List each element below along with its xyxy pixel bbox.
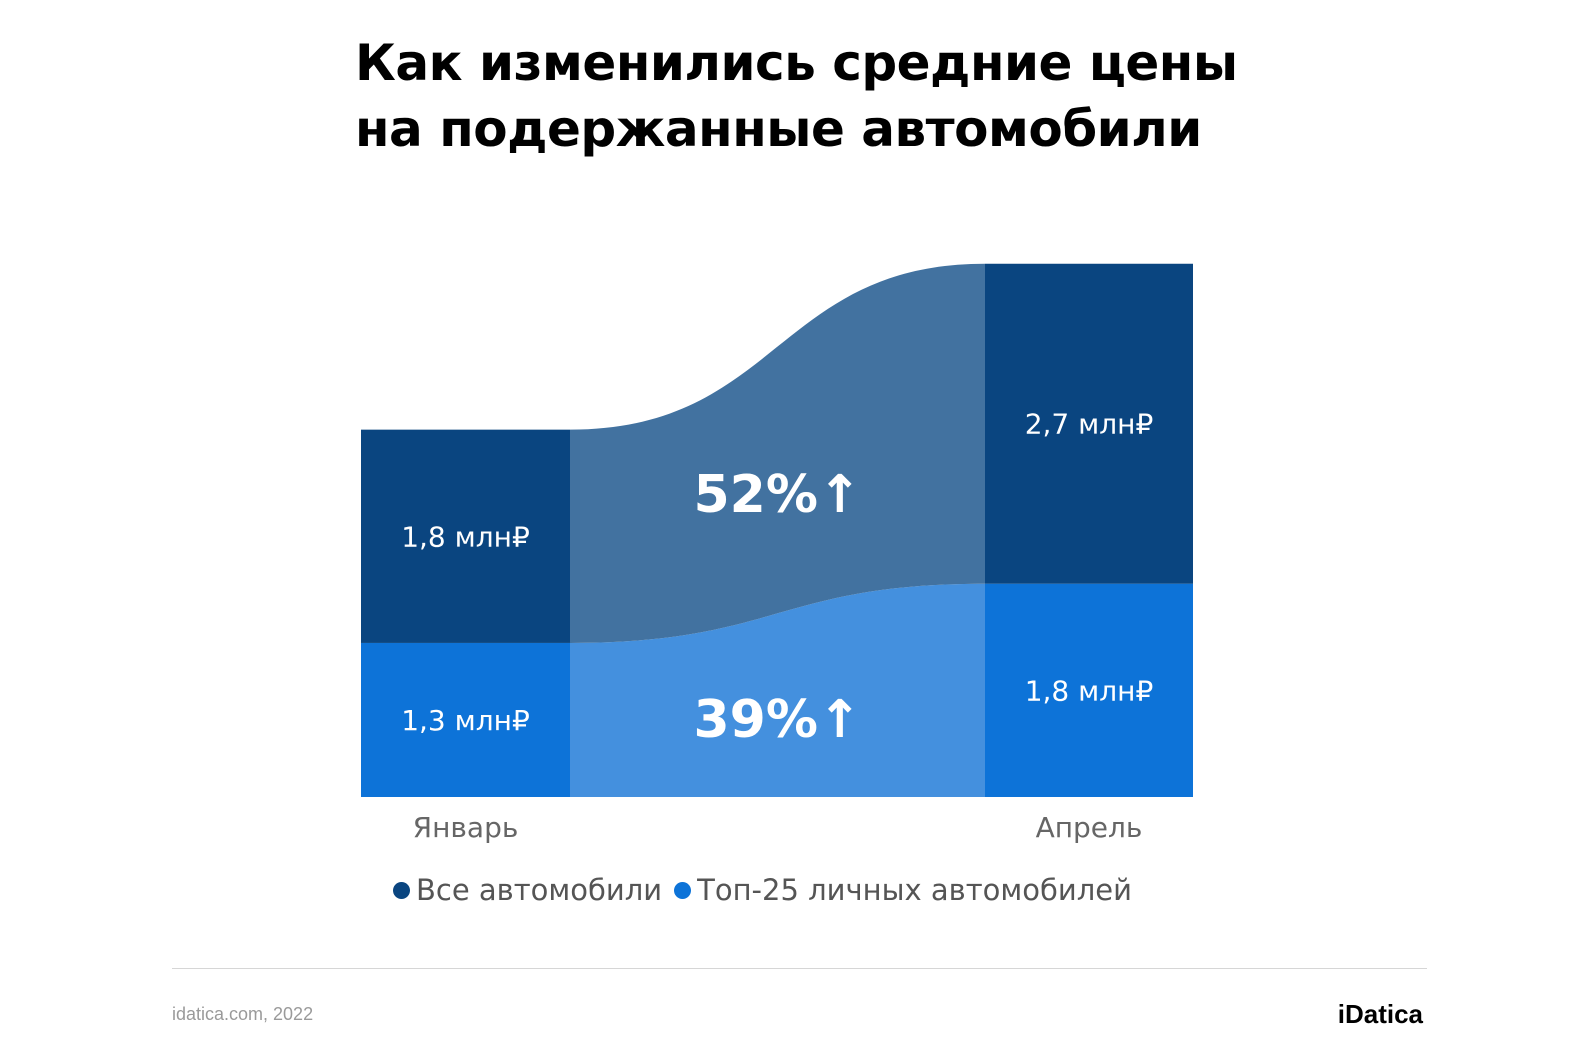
bar-top25-0 [361,642,570,797]
legend-item-top25: Топ-25 личных автомобилей [674,873,1132,907]
data-label-top25-0: 1,3 млн₽ [401,704,530,737]
bar-all-cars-1 [985,263,1193,584]
legend-label-all-cars: Все автомобили [416,873,663,907]
flow-band-all-cars [570,263,985,643]
data-label-top25-1: 1,8 млн₽ [1025,674,1154,707]
footer-brand-logo: iDatica [1337,999,1423,1029]
title-line-2: на подержанные автомобили [355,100,1202,158]
flow-band-top25 [570,583,985,797]
data-label-all-cars-1: 2,7 млн₽ [1025,408,1154,441]
change-label-all-cars: 52%↑ [693,465,861,525]
bar-top25-1 [985,583,1193,797]
legend-dot-all-cars [393,881,410,899]
x-tick-label-0: Январь [413,811,519,844]
bar-all-cars-0 [361,429,570,643]
legend: Все автомобили Топ-25 личных автомобилей [393,870,1132,910]
legend-label-top25: Топ-25 личных автомобилей [697,873,1132,907]
stacked-flow-chart: 1,8 млн₽ 1,3 млн₽ Январь 2,7 млн₽ 1,8 млн₽ Ап… [361,263,1193,844]
footer-source: idatica.com, 2022 [172,1004,314,1024]
footer-divider [172,968,1427,969]
data-label-all-cars-0: 1,8 млн₽ [401,520,530,553]
change-label-top25: 39%↑ [693,690,861,750]
title-line-1: Как изменились средние цены [355,34,1238,92]
legend-item-all-cars: Все автомобили [393,873,662,907]
x-tick-label-1: Апрель [1036,811,1143,844]
page-title: Как изменились средние цены на подержанн… [355,30,1455,162]
legend-dot-top25 [674,881,692,899]
